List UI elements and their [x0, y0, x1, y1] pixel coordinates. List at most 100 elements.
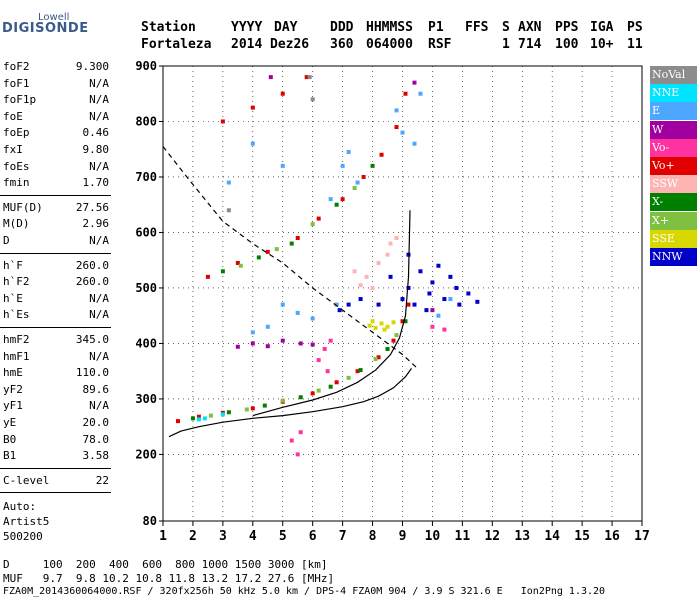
trace-point-xminus: [226, 410, 231, 415]
trace-point-voplus: [250, 406, 255, 411]
param-name: h`Es: [3, 308, 30, 322]
trace-point-nne: [202, 416, 207, 421]
trace-point-vominus: [328, 338, 333, 343]
y-tick-label: 300: [135, 392, 157, 406]
trace-point-xplus: [346, 375, 351, 380]
trace-point-xplus: [238, 263, 243, 268]
separator: [0, 467, 111, 469]
param-name: hmF1: [3, 349, 30, 363]
trace-point-noval: [310, 97, 315, 102]
trace-point-xminus: [190, 416, 195, 421]
header-label: HHMMSS: [366, 20, 413, 35]
x-tick-label: 10: [425, 529, 441, 544]
header-label: FFS: [465, 20, 489, 35]
trace-point-xminus: [334, 202, 339, 207]
y-tick-label: 80: [143, 514, 157, 528]
param-name: h`F2: [3, 275, 30, 289]
trace-point-vominus: [298, 430, 303, 435]
trace-point-vominus: [430, 324, 435, 329]
trace-point-e: [412, 141, 417, 146]
header-label: PPS: [555, 20, 579, 35]
param-row: foF1 N/A: [3, 77, 109, 92]
param-name: yF1: [3, 399, 23, 413]
trace-point-xplus: [208, 413, 213, 418]
trace-point-nnw: [418, 269, 423, 274]
param-value: 9.300: [75, 60, 109, 73]
param-row: hmE 110.0: [3, 366, 109, 381]
footer-file-info: FZA0M_2014360064000.RSF / 320fx256h 50 k…: [3, 586, 606, 597]
trace-point-xminus: [403, 319, 408, 324]
trace-point-ssw: [385, 252, 390, 257]
legend-item-xplus: X+: [650, 211, 697, 230]
param-value: N/A: [89, 399, 109, 413]
trace-point-w: [268, 75, 273, 80]
trace-point-e: [346, 150, 351, 155]
param-name: fmin: [3, 176, 30, 190]
trace-point-noval: [226, 208, 231, 213]
param-value: 3.58: [82, 449, 110, 463]
param-name: hmF2: [3, 333, 30, 346]
trace-point-w: [250, 341, 255, 346]
x-tick-label: 13: [514, 529, 530, 544]
header-label: YYYY: [231, 20, 263, 35]
trace-point-xplus: [394, 333, 399, 338]
trace-point-ssw: [370, 285, 375, 290]
param-name: yE: [3, 416, 17, 429]
trace-point-nnw: [337, 308, 342, 313]
param-name: D: [3, 234, 10, 247]
trace-point-nnw: [436, 263, 441, 268]
trace-point-vominus: [295, 452, 300, 457]
trace-point-nnw: [430, 280, 435, 285]
legend-item-w: W: [650, 120, 697, 139]
trace-point-sse: [379, 321, 384, 326]
trace-point-sse: [367, 323, 372, 328]
trace-point-e: [226, 180, 231, 185]
legend-item-xminus: X-: [650, 193, 697, 212]
x-tick-label: 14: [544, 529, 560, 544]
trace-point-voplus: [265, 249, 270, 254]
trace-point-xminus: [220, 269, 225, 274]
trace-point-sse: [391, 320, 396, 325]
y-tick-label: 400: [135, 336, 157, 350]
param-row: h`E N/A: [3, 292, 109, 307]
param-value: 345.0: [75, 333, 109, 346]
trace-point-voplus: [334, 380, 339, 385]
trace-point-nnw: [406, 285, 411, 290]
trace-point-vominus: [316, 358, 321, 363]
trace-point-nnw: [358, 297, 363, 302]
ionogram-chart: 1 2 3 4 5 6 7 8 9 10 11 12 13 14 15 16 17802003004005006…: [135, 59, 650, 544]
x-tick-label: 5: [279, 529, 287, 544]
trace-point-ssw: [364, 274, 369, 279]
trace-point-ssw: [352, 269, 357, 274]
trace-point-e: [250, 141, 255, 146]
trace-point-e: [334, 302, 339, 307]
header-value: 1: [502, 37, 510, 52]
legend-item-nne: NNE: [650, 84, 697, 103]
param-row: foF1p N/A: [3, 93, 109, 108]
param-value: 260.0: [75, 258, 109, 272]
param-value: 27.56: [75, 200, 109, 214]
x-tick-label: 4: [249, 529, 257, 544]
trace-point-voplus: [205, 274, 210, 279]
param-value: N/A: [89, 234, 109, 247]
param-value: 22: [95, 473, 109, 487]
param-row: fxI 9.80: [3, 143, 109, 158]
param-value: 0.46: [82, 126, 110, 140]
trace-point-voplus: [391, 338, 396, 343]
trace-point-xplus: [280, 398, 285, 403]
trace-point-xminus: [298, 395, 303, 400]
logo-digisonde: DIGISONDE: [2, 21, 89, 36]
trace-point-nnw: [412, 302, 417, 307]
header-value: 2014: [231, 37, 263, 52]
trace-point-vominus: [289, 438, 294, 443]
trace-point-nnw: [346, 302, 351, 307]
param-row: M(D) 2.96: [3, 217, 109, 232]
trace-point-sse: [373, 325, 378, 330]
param-name: hmE: [3, 366, 23, 380]
auto-line: 500200: [3, 529, 43, 543]
x-tick-label: 7: [339, 529, 347, 544]
trace-point-ssw: [376, 260, 381, 265]
trace-point-nnw: [457, 302, 462, 307]
trace-point-e: [295, 310, 300, 315]
trace-point-voplus: [280, 91, 285, 96]
